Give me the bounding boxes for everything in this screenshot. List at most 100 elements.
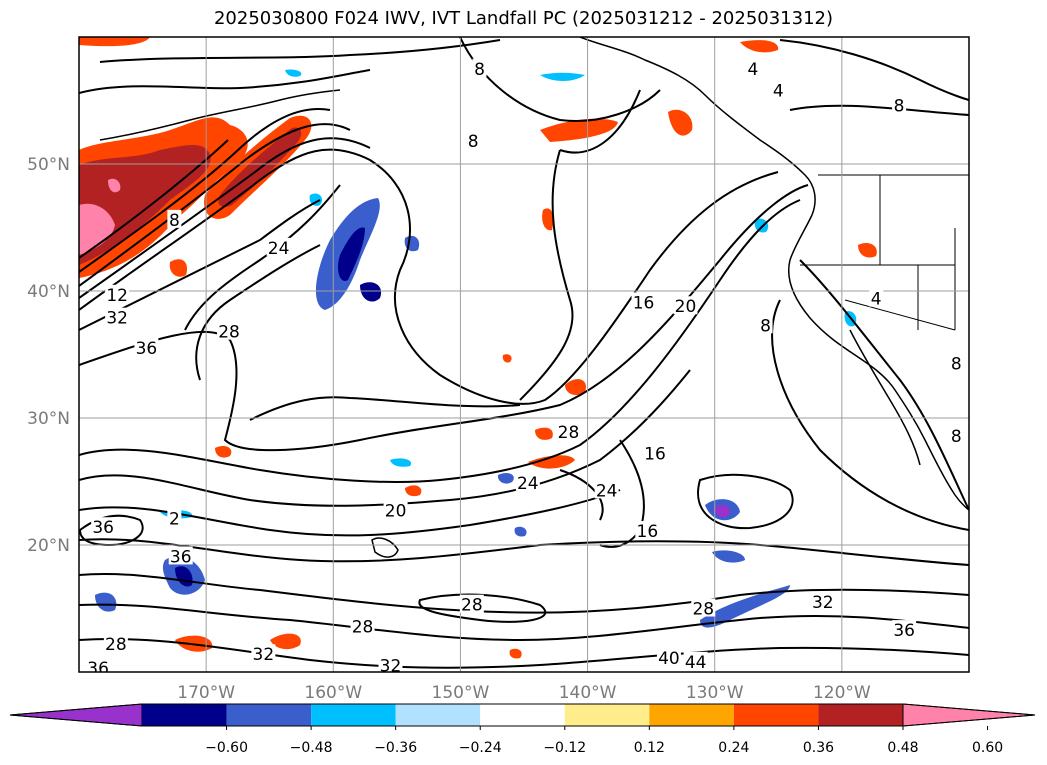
contour-label-bg xyxy=(771,80,786,99)
lon-tick-label: 160°W xyxy=(304,683,362,703)
contour-label-bg xyxy=(810,592,835,611)
contour-label-bg xyxy=(217,321,242,340)
pc-patch-bc xyxy=(668,109,693,136)
iwv-contour xyxy=(79,184,809,452)
contour-label: 8 xyxy=(760,316,771,336)
contour-label: 8 xyxy=(894,97,905,117)
colorbar-bin xyxy=(395,704,481,726)
contour-label: 28 xyxy=(218,323,240,343)
pc-patch-topright xyxy=(740,40,779,53)
contour-label: 40 xyxy=(658,649,680,669)
contour-label: 32 xyxy=(380,657,402,677)
contour-label: 20 xyxy=(675,297,697,317)
iwv-contour xyxy=(79,69,371,94)
pc-patch-sub1 xyxy=(528,455,575,469)
iwv-contour xyxy=(79,199,801,483)
border-state-4 xyxy=(844,299,956,331)
lat-tick-label: 40°N xyxy=(27,282,70,302)
iwv-contour xyxy=(79,108,331,273)
chart-title: 2025030800 F024 IWV, IVT Landfall PC (20… xyxy=(213,8,834,29)
iwv-contour xyxy=(79,137,371,299)
iwv-contour xyxy=(79,139,229,259)
pc-patch-west-pink-2 xyxy=(108,178,121,193)
iwv-contour xyxy=(195,244,321,381)
lon-tick-label: 130°W xyxy=(686,683,744,703)
pc-patch-small2 xyxy=(169,259,188,277)
contour-label-bg xyxy=(350,616,375,635)
contour-label-bg xyxy=(869,288,884,307)
colorbar-outline xyxy=(9,703,1036,727)
iwv-contour xyxy=(559,89,641,154)
contour-label: 28 xyxy=(692,600,714,620)
positive-pc-patches xyxy=(79,37,877,659)
lat-tick-label: 50°N xyxy=(27,155,70,175)
iwv-contour xyxy=(79,148,779,405)
coastlines xyxy=(99,37,969,558)
pc-patch-small3 xyxy=(405,485,422,497)
contour-label: 16 xyxy=(637,522,659,542)
colorbar-bin xyxy=(311,704,396,726)
colorbar-extend-high xyxy=(902,703,1036,727)
contour-label: 12 xyxy=(106,286,128,306)
pc-patch-neg-gulf xyxy=(540,72,585,82)
contour-label: 28 xyxy=(105,635,127,655)
contour-label: 8 xyxy=(169,211,180,231)
pc-patch-small4 xyxy=(502,354,512,363)
pc-patch-topleft xyxy=(79,37,150,47)
contour-label-bg xyxy=(472,58,487,77)
contour-label-bg xyxy=(758,315,773,334)
political-borders xyxy=(800,174,969,331)
pc-patch-neg-band xyxy=(700,585,790,628)
lon-tick-label: 150°W xyxy=(432,683,490,703)
contour-label: 36 xyxy=(92,518,114,538)
contour-label: 32 xyxy=(106,309,128,329)
contour-label-bg xyxy=(594,480,619,499)
coastline-alaska xyxy=(579,37,816,216)
contour-label: 4 xyxy=(871,290,882,310)
pc-patch-neg-small8 xyxy=(285,69,302,77)
colorbar-tick-label: 0.24 xyxy=(718,740,749,756)
negative-pc-patches xyxy=(95,69,857,628)
colorbar-bin xyxy=(818,704,903,726)
contour-label-bg xyxy=(459,594,484,613)
coastline-baja xyxy=(849,329,921,466)
lat-tick-label: 20°N xyxy=(27,536,70,556)
contour-label-bg xyxy=(91,517,116,536)
iwv-contour xyxy=(184,184,341,331)
pc-patch-neg-central-core xyxy=(337,227,365,281)
pc-patch-hawaii xyxy=(215,445,232,458)
contour-label-bg xyxy=(642,443,667,462)
colorbar-labels: −0.60 −0.48 −0.36 −0.24 −0.12 0.12 0.24 0.36 0.4… xyxy=(205,726,1003,756)
contour-label: 16 xyxy=(633,293,655,313)
pc-patch-sub2 xyxy=(535,427,553,440)
iwv-contour xyxy=(79,369,691,507)
contour-label-bg xyxy=(635,521,660,540)
colorbar-tick-label: −0.24 xyxy=(459,740,502,756)
colorbar-tick-label: 0.48 xyxy=(887,740,918,756)
contour-label-bg xyxy=(105,284,130,303)
iwv-contour xyxy=(779,39,969,101)
contour-label: 36 xyxy=(136,339,158,359)
contour-label-bg xyxy=(556,421,581,440)
contour-label-bg xyxy=(103,634,128,653)
pc-patch-neg-small2 xyxy=(712,550,745,563)
pc-patch-small1 xyxy=(542,208,554,231)
pc-patch-sub3 xyxy=(565,379,586,396)
contour-label: 24 xyxy=(517,474,539,494)
contour-label: 36 xyxy=(87,659,109,679)
contour-label-bg xyxy=(949,425,964,444)
contour-label: 2 xyxy=(169,509,180,529)
latitude-labels: 50°N 40°N 30°N 20°N xyxy=(27,155,70,556)
contour-label-bg xyxy=(745,58,760,77)
colorbar-bin xyxy=(480,704,565,726)
colorbar-bin xyxy=(649,704,734,726)
contour-label-bg xyxy=(673,296,698,315)
contour-label-bg xyxy=(383,500,408,519)
coastline-aleutians xyxy=(99,89,341,141)
contour-label-bg xyxy=(892,95,907,114)
contour-label: 36 xyxy=(170,547,192,567)
contour-label-bg xyxy=(167,508,182,527)
colorbar-tick-label: −0.48 xyxy=(290,740,333,756)
